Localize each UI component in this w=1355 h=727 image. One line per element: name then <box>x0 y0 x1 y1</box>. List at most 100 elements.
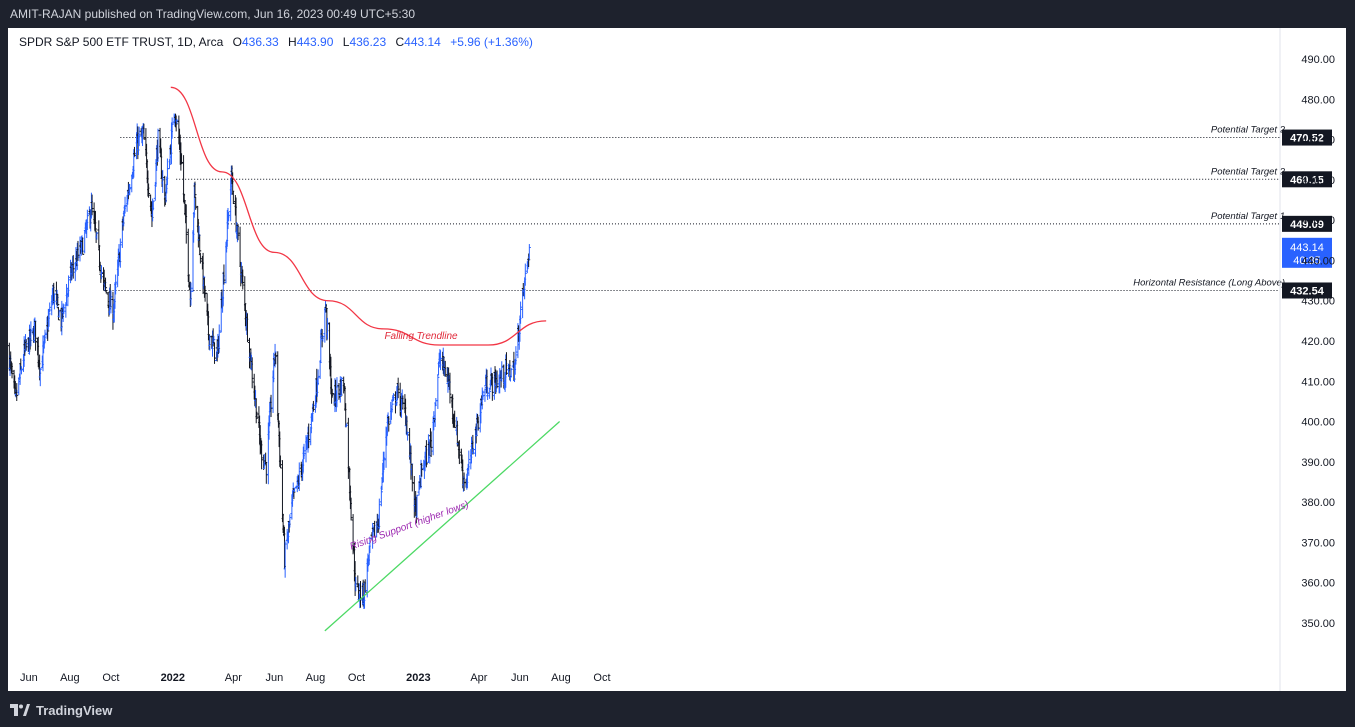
rising-support-label: Rising Support (higher lows) <box>349 499 471 552</box>
ohlc-bar <box>453 410 457 429</box>
ohlc-bar <box>93 210 97 231</box>
legend-open-label: O <box>233 35 242 49</box>
ohlc-bar <box>519 301 523 324</box>
legend-low: 436.23 <box>349 35 386 49</box>
legend-symbol: SPDR S&P 500 ETF TRUST, 1D, Arca <box>19 35 224 49</box>
ohlc-bar <box>47 308 51 327</box>
x-tick-label: Aug <box>306 672 326 684</box>
legend-change: +5.96 (+1.36%) <box>450 35 533 49</box>
level-badge <box>1282 129 1332 146</box>
ohlc-bar <box>363 579 367 593</box>
ohlc-bar <box>415 494 419 518</box>
ohlc-bar <box>236 224 240 241</box>
ohlc-bar <box>118 238 122 268</box>
ohlc-bar <box>175 118 179 124</box>
ohlc-bar <box>488 387 492 399</box>
ohlc-bar <box>467 450 471 476</box>
ohlc-bar <box>128 183 132 196</box>
ohlc-bar <box>410 463 414 492</box>
ohlc-bar <box>10 363 14 379</box>
ohlc-bar <box>297 462 301 492</box>
svg-text:SPDR S&P 500 ETF TRUST, 1D, Ar: SPDR S&P 500 ETF TRUST, 1D, Arca O436.33… <box>19 35 533 49</box>
ohlc-bar <box>318 360 322 379</box>
last-price-countdown: 40:35 <box>1293 255 1321 267</box>
bottom-bar: TradingView <box>0 691 1355 727</box>
ohlc-bar <box>231 191 235 205</box>
ohlc-bar <box>330 388 334 398</box>
x-tick-label: Oct <box>102 672 119 684</box>
ohlc-bar <box>481 390 485 400</box>
level-badge-text: 432.54 <box>1290 285 1325 297</box>
x-tick-label: 2022 <box>161 672 185 684</box>
ohlc-bar <box>57 309 61 318</box>
ohlc-bar <box>396 377 400 399</box>
ohlc-bar <box>439 350 443 371</box>
ohlc-bar <box>424 440 428 468</box>
ohlc-bar <box>387 416 391 432</box>
ohlc-bar <box>311 400 315 412</box>
x-tick-label: Apr <box>225 672 242 684</box>
ohlc-bar <box>90 194 94 216</box>
y-tick-label: 400.00 <box>1301 417 1335 429</box>
ohlc-bar <box>109 290 113 314</box>
level-label: Potential Target 1 <box>1211 211 1285 222</box>
legend-high: 443.90 <box>297 35 334 49</box>
ohlc-bar <box>67 275 71 297</box>
ohlc-bar <box>114 274 118 295</box>
level-badge-text: 470.52 <box>1290 133 1324 145</box>
level-badge <box>1282 215 1332 232</box>
ohlc-bar <box>406 431 410 441</box>
ohlc-bar <box>377 498 381 530</box>
ohlc-bar <box>254 398 258 424</box>
ohlc-bar <box>340 376 344 396</box>
x-tick-label: Oct <box>593 672 610 684</box>
ohlc-bar <box>527 244 531 261</box>
chart-panel[interactable]: Potential Target 2 470.52 Potential Target… <box>7 28 1346 691</box>
ohlc-bar <box>245 313 249 343</box>
x-tick-label: Jun <box>20 672 38 684</box>
y-tick-label: 350.00 <box>1301 618 1335 630</box>
ohlc-bar <box>457 440 461 465</box>
ohlc-bar <box>186 228 190 283</box>
ohlc-bar <box>391 393 395 401</box>
ohlc-bar <box>238 226 242 266</box>
falling-trendline <box>170 86 547 346</box>
ohlc-bar <box>486 386 490 400</box>
ohlc-bar <box>170 117 174 139</box>
level-badge <box>1282 282 1332 299</box>
ohlc-bar <box>161 169 165 193</box>
tradingview-logo-icon <box>10 704 30 716</box>
ohlc-bar <box>38 368 42 387</box>
ohlc-bar <box>288 514 292 528</box>
ohlc-bar <box>24 339 28 351</box>
ohlc-bar <box>514 346 518 365</box>
price-chart[interactable]: Potential Target 2 470.52 Potential Target… <box>7 28 1346 691</box>
ohlc-bar <box>273 343 277 368</box>
ohlc-bar <box>302 443 306 460</box>
ohlc-bar <box>142 123 146 140</box>
ohlc-bar <box>137 126 141 147</box>
y-tick-label: 440.00 <box>1301 255 1335 267</box>
ohlc-bar <box>280 460 284 523</box>
y-tick-label: 390.00 <box>1301 457 1335 469</box>
publisher-text: AMIT-RAJAN published on TradingView.com,… <box>10 7 416 21</box>
level-label: Horizontal Resistance (Long Above) <box>1133 277 1285 288</box>
y-tick-label: 430.00 <box>1301 296 1335 308</box>
x-tick-label: Aug <box>60 672 80 684</box>
ohlc-bar <box>184 204 188 244</box>
ohlc-bar <box>321 335 325 342</box>
ohlc-bar <box>390 399 394 413</box>
ohlc-bar <box>414 496 418 524</box>
level-badge <box>1282 171 1332 188</box>
ohlc-bar <box>167 159 171 170</box>
tradingview-logo[interactable]: TradingView <box>10 702 112 718</box>
ohlc-bar <box>241 269 245 290</box>
ohlc-bar <box>436 374 440 409</box>
ohlc-bar <box>56 293 60 306</box>
ohlc-bar <box>250 357 254 389</box>
ohlc-bar <box>344 423 348 428</box>
ohlc-bar <box>231 172 235 195</box>
last-price-value: 443.14 <box>1290 242 1324 254</box>
ohlc-bar <box>62 305 66 315</box>
top-bar: AMIT-RAJAN published on TradingView.com,… <box>0 0 1355 28</box>
